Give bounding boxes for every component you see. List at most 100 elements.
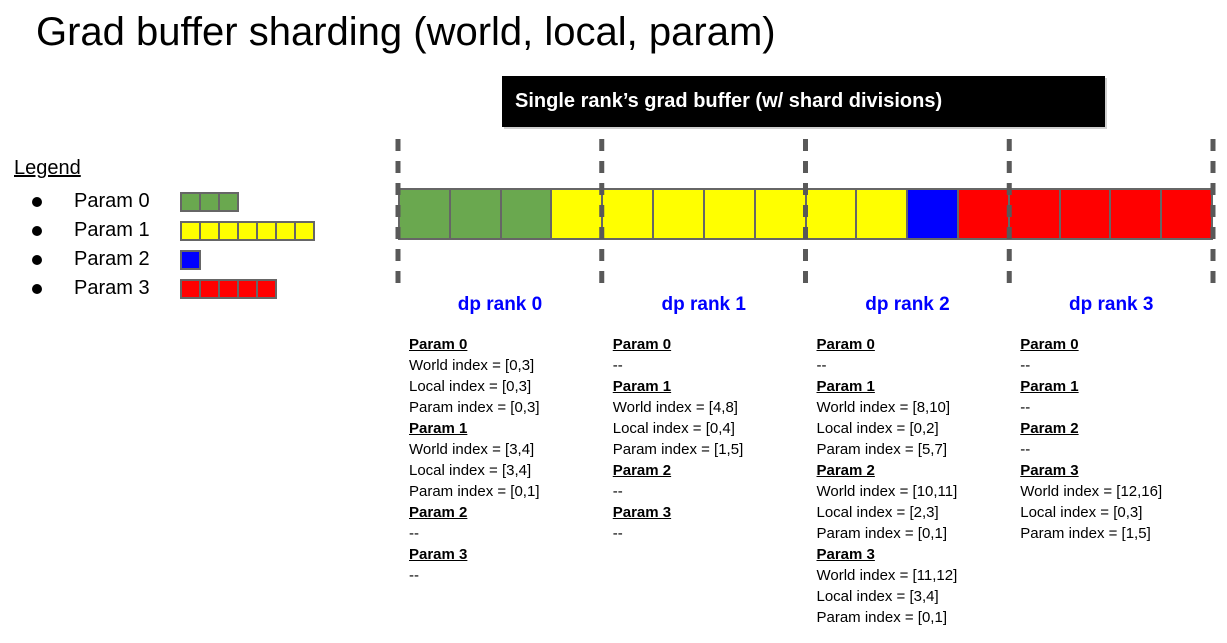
param-index-line: -- (409, 567, 419, 584)
legend-item-label: Param 2 (74, 248, 150, 270)
legend-item: Param 2 (14, 245, 315, 274)
bullet-icon (32, 283, 42, 294)
legend-swatch-cell (218, 278, 239, 299)
legend-swatch (180, 191, 239, 212)
param-index-line: Param index = [5,7] (816, 441, 948, 458)
param-index-line: Local index = [0,4] (612, 420, 735, 437)
param-index-line: Param index = [1,5] (1020, 525, 1151, 542)
legend-swatch-cell (199, 220, 220, 241)
param-index-line: World index = [8,10] (816, 399, 951, 416)
param-header: Param 2 (1020, 420, 1079, 437)
dp-rank-label: dp rank 1 (661, 294, 746, 315)
param-header: Param 1 (409, 420, 468, 437)
param-header: Param 0 (409, 336, 468, 353)
param-index-line: -- (612, 525, 623, 542)
buffer-cell-param-2 (908, 190, 959, 238)
legend-item-label: Param 3 (74, 277, 150, 299)
legend-swatch (180, 278, 277, 299)
param-index-line: Local index = [3,4] (409, 462, 532, 479)
legend-item-label: Param 1 (74, 219, 150, 241)
buffer-banner-label: Single rank’s grad buffer (w/ shard divi… (515, 90, 943, 112)
dp-rank-label: dp rank 3 (1069, 294, 1154, 315)
rank-column: Param 0 -- Param 1 World index = [8,10] Loca… (817, 334, 1013, 628)
param-header: Param 3 (1020, 462, 1079, 479)
param-header: Param 0 (612, 336, 672, 353)
buffer-cell-param-3 (1009, 190, 1061, 238)
param-index-line: Local index = [0,2] (816, 420, 939, 437)
dp-rank-label: dp rank 2 (865, 294, 950, 315)
legend-swatch-cell (180, 249, 201, 270)
buffer-cell-param-3 (1060, 190, 1112, 238)
buffer-cell-param-1 (857, 190, 909, 238)
rank-column: Param 0 World index = [0,3] Local index = … (409, 334, 605, 586)
buffer-cell-param-0 (400, 190, 451, 238)
param-header: Param 1 (816, 378, 875, 395)
param-index-line: Local index = [0,3] (409, 378, 532, 395)
param-header: Param 2 (816, 462, 875, 479)
param-header: Param 3 (816, 546, 875, 563)
legend-swatch-cell (294, 220, 315, 241)
param-index-line: Param index = [0,1] (816, 525, 948, 542)
param-header: Param 1 (612, 378, 672, 395)
legend-item-label: Param 0 (74, 190, 150, 212)
legend-swatch-cell (218, 191, 239, 212)
param-header: Param 3 (612, 504, 672, 521)
legend: Legend Param 0 Param 1 Param 2 Param 3 (14, 157, 315, 303)
param-index-line: Param index = [0,3] (409, 399, 540, 416)
legend-heading: Legend (14, 157, 81, 179)
buffer-cell-param-3 (1111, 190, 1163, 238)
param-index-line: Local index = [2,3] (816, 504, 939, 521)
rank-column: Param 0 -- Param 1 -- Param 2 -- Param 3 World … (1020, 334, 1216, 544)
param-index-line: World index = [10,11] (816, 483, 958, 500)
param-index-line: World index = [3,4] (409, 441, 535, 458)
param-index-line: Param index = [0,1] (409, 483, 540, 500)
legend-item: Param 3 (14, 274, 315, 303)
param-index-line: -- (612, 357, 623, 374)
bullet-icon (32, 254, 42, 265)
legend-swatch (180, 249, 201, 270)
buffer-cell-param-1 (755, 190, 807, 238)
param-index-line: -- (409, 525, 419, 542)
param-index-line: World index = [12,16] (1020, 483, 1163, 500)
buffer-cell-param-1 (806, 190, 858, 238)
buffer-cell-param-1 (654, 190, 705, 238)
page-title: Grad buffer sharding (world, local, para… (36, 10, 776, 54)
legend-swatch-cell (180, 220, 201, 241)
buffer-cell-param-0 (501, 190, 553, 238)
buffer-cell-param-3 (958, 190, 1010, 238)
param-header: Param 2 (409, 504, 468, 521)
param-header: Param 0 (816, 336, 875, 353)
buffer-cell-param-1 (704, 190, 756, 238)
buffer-banner: Single rank’s grad buffer (w/ shard divi… (502, 76, 1105, 127)
legend-swatch-cell (237, 278, 258, 299)
buffer-cell-param-3 (1162, 190, 1211, 238)
param-index-line: Local index = [3,4] (816, 588, 939, 605)
legend-swatch (180, 220, 315, 241)
rank-column: Param 0 -- Param 1 World index = [4,8] Local… (613, 334, 809, 544)
buffer-cell-param-1 (552, 190, 604, 238)
legend-items: Param 0 Param 1 Param 2 Param 3 (14, 187, 315, 303)
param-index-line: Local index = [0,3] (1020, 504, 1143, 521)
param-index-line: World index = [11,12] (816, 567, 958, 584)
legend-swatch-cell (256, 220, 277, 241)
param-index-line: -- (612, 483, 623, 500)
param-index-line: World index = [0,3] (409, 357, 535, 374)
param-index-line: -- (816, 357, 827, 374)
param-header: Param 3 (409, 546, 468, 563)
param-header: Param 2 (612, 462, 672, 479)
legend-swatch-cell (218, 220, 239, 241)
dp-rank-label: dp rank 0 (457, 294, 543, 315)
buffer-cell-param-0 (450, 190, 502, 238)
bullet-icon (32, 225, 42, 236)
grad-buffer-bar (398, 188, 1213, 240)
param-index-line: -- (1020, 399, 1031, 416)
param-index-line: -- (1020, 441, 1031, 458)
legend-swatch-cell (199, 191, 220, 212)
legend-item: Param 0 (14, 187, 315, 216)
param-header: Param 1 (1020, 378, 1079, 395)
bullet-icon (32, 196, 42, 207)
param-index-line: -- (1020, 357, 1031, 374)
param-header: Param 0 (1020, 336, 1079, 353)
param-index-line: World index = [4,8] (612, 399, 738, 416)
